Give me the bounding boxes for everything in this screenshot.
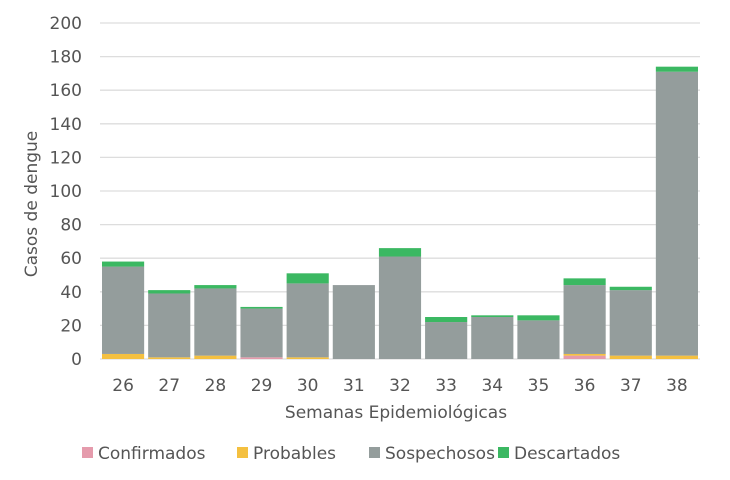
x-tick-label: 35 [528, 376, 550, 396]
y-tick-label: 200 [50, 14, 82, 34]
bar-sospechosos-34 [471, 317, 514, 359]
y-tick-label: 0 [71, 350, 82, 370]
y-tick-label: 80 [60, 216, 82, 236]
x-axis-label: Semanas Epidemiológicas [285, 403, 507, 423]
y-tick-label: 60 [60, 249, 82, 269]
bar-probables-36 [563, 353, 606, 356]
legend-item-probables: Probables [237, 444, 336, 464]
bar-sospechosos-32 [378, 256, 422, 359]
bar-sospechosos-36 [563, 285, 606, 354]
bar-sospechosos-35 [517, 320, 560, 359]
bar-probables-28 [194, 355, 237, 359]
legend-item-descartados: Descartados [498, 444, 620, 464]
legend-swatch [498, 447, 509, 458]
x-tick-label: 26 [112, 376, 134, 396]
bar-descartados-38 [655, 66, 698, 72]
x-tick-label: 27 [158, 376, 180, 396]
bar-probables-30 [286, 357, 329, 359]
bar-probables-37 [609, 355, 652, 359]
bar-descartados-35 [517, 315, 560, 321]
bar-sospechosos-28 [194, 288, 237, 356]
bar-confirmados-36 [563, 355, 606, 359]
bar-descartados-29 [240, 306, 283, 309]
bar-sospechosos-30 [286, 283, 329, 358]
bar-sospechosos-33 [425, 322, 468, 359]
bar-descartados-33 [425, 317, 468, 323]
bar-descartados-30 [286, 273, 329, 284]
x-tick-label: 34 [481, 376, 503, 396]
y-tick-label: 20 [60, 316, 82, 336]
bar-sospechosos-29 [240, 308, 283, 358]
x-tick-label: 33 [435, 376, 457, 396]
bar-descartados-36 [563, 278, 606, 286]
y-tick-label: 120 [50, 148, 82, 168]
bar-sospechosos-37 [609, 290, 652, 356]
x-tick-label: 37 [620, 376, 642, 396]
y-tick-label: 180 [50, 48, 82, 68]
y-tick-label: 140 [50, 115, 82, 135]
y-axis-label: Casos de dengue [22, 131, 42, 278]
bar-sospechosos-38 [655, 71, 698, 356]
legend-label: Confirmados [98, 444, 206, 464]
bar-descartados-37 [609, 286, 652, 291]
bar-probables-27 [148, 357, 191, 359]
legend-swatch [237, 447, 248, 458]
x-tick-label: 38 [666, 376, 688, 396]
x-tick-label: 36 [574, 376, 596, 396]
bar-descartados-34 [471, 315, 514, 317]
bar-probables-38 [655, 355, 698, 359]
legend-swatch [369, 447, 380, 458]
legend-item-sospechosos: Sospechosos [369, 444, 495, 464]
bar-descartados-27 [148, 290, 191, 294]
y-tick-label: 160 [50, 81, 82, 101]
bar-descartados-32 [378, 248, 422, 257]
bar-sospechosos-31 [332, 285, 375, 359]
bar-sospechosos-27 [148, 293, 191, 358]
x-tick-label: 30 [297, 376, 319, 396]
bar-descartados-28 [194, 285, 237, 289]
bar-probables-26 [102, 353, 145, 359]
x-tick-label: 28 [205, 376, 227, 396]
y-tick-label: 40 [60, 283, 82, 303]
x-tick-label: 29 [251, 376, 273, 396]
legend-item-confirmados: Confirmados [82, 444, 206, 464]
legend-label: Sospechosos [385, 444, 495, 464]
y-tick-label: 100 [50, 182, 82, 202]
bar-descartados-26 [102, 261, 145, 267]
bar-sospechosos-26 [102, 266, 145, 354]
legend-label: Probables [253, 444, 336, 464]
x-tick-label: 31 [343, 376, 365, 396]
legend-swatch [82, 447, 93, 458]
legend-label: Descartados [514, 444, 620, 464]
bar-confirmados-29 [240, 357, 283, 359]
x-tick-label: 32 [389, 376, 411, 396]
